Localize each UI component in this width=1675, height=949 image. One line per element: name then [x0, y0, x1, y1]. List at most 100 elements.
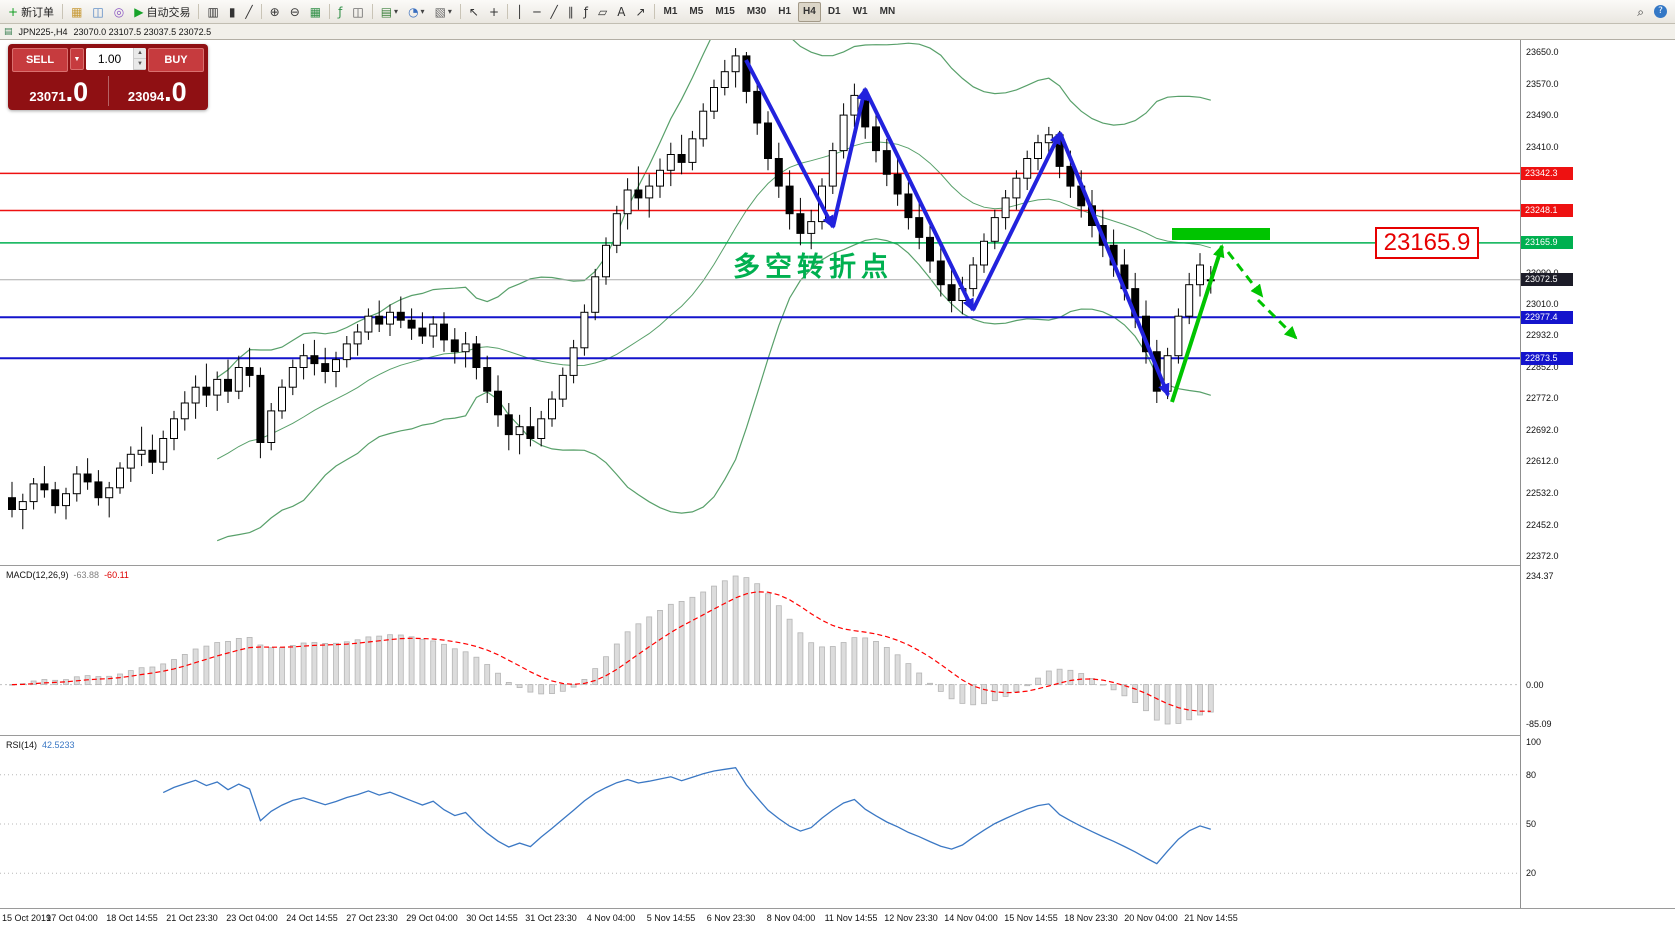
new-order-button[interactable]: + 新订单: [4, 1, 58, 23]
blue-trend-arrow[interactable]: [831, 87, 869, 228]
volume-down-button[interactable]: ▼: [134, 59, 146, 70]
price-axis[interactable]: 23650.0 23570.0 23490.0 23410.0 23090.0 23010…: [1520, 40, 1675, 928]
chart-symbol-title: JPN225-,H4: [18, 26, 68, 37]
rsi-panel[interactable]: [0, 736, 1520, 908]
template-button[interactable]: ▧ ▾: [431, 1, 456, 23]
profile-icon: ◫: [92, 4, 104, 19]
zoom-in-icon: ⊕: [269, 4, 280, 19]
time-label: 15 Nov 14:55: [1004, 913, 1058, 923]
time-label: 12 Nov 23:30: [884, 913, 938, 923]
panel-separator[interactable]: [0, 565, 1675, 566]
blue-trend-arrow[interactable]: [1058, 132, 1170, 397]
channel-button[interactable]: ∥: [564, 1, 578, 23]
line-chart-icon: ╱: [245, 4, 253, 19]
chart-ohlc-values: 23070.0 23107.5 23037.5 23072.5: [73, 26, 212, 37]
green-dashed-forecast-arrow[interactable]: [1256, 298, 1298, 340]
fibonacci-button[interactable]: ƒ: [580, 1, 592, 23]
timeframe-m30[interactable]: M30: [746, 6, 767, 17]
zoom-in-button[interactable]: ⊕: [266, 1, 284, 23]
community-button[interactable]: ◎: [110, 1, 128, 23]
shapes-button[interactable]: ▱: [594, 1, 611, 23]
timeframe-h1[interactable]: H1: [778, 6, 792, 17]
toolbar-separator: [260, 4, 262, 19]
time-label: 21 Nov 14:55: [1184, 913, 1238, 923]
sell-price-main: 23071: [29, 88, 66, 104]
main-toolbar: + 新订单 ▦ ◫ ◎ ▶ 自动交易 ▥ ▮ ╱ ⊕ ⊖ ▦ ƒ ◫ ▤ ▾ ◔ ▾ ▧ ▾ ↖ + │ ─ ╱ ∥ ƒ ▱ A ↗ M1 M5…: [0, 0, 1675, 24]
toolbar-separator: [459, 4, 461, 19]
green-bounce-arrow[interactable]: [1170, 244, 1225, 403]
macd-panel[interactable]: [0, 566, 1520, 736]
buy-button[interactable]: BUY: [148, 48, 204, 72]
timeframe-m1[interactable]: M1: [663, 6, 678, 17]
green-dashed-forecast-arrow[interactable]: [1226, 251, 1264, 298]
turning-point-annotation[interactable]: 多空转折点: [733, 251, 893, 282]
buy-price[interactable]: 23094.0: [111, 76, 205, 106]
chart-window-icon: ▤: [4, 26, 13, 37]
toolbar-separator: [62, 4, 64, 19]
macd-histogram: [9, 575, 1214, 725]
tile-windows-button[interactable]: ◫: [348, 1, 367, 23]
timeframe-w1[interactable]: W1: [852, 6, 868, 17]
help-button[interactable]: ?: [1650, 1, 1671, 23]
green-resistance-box[interactable]: [1172, 228, 1270, 240]
trendline-button[interactable]: ╱: [547, 1, 562, 23]
blue-trend-arrow[interactable]: [971, 131, 1062, 311]
charts-button[interactable]: ▦: [67, 1, 86, 23]
rsi-name: RSI(14): [6, 740, 38, 750]
sell-dropdown-button[interactable]: ▼: [70, 48, 84, 70]
price-tick: 22852.0: [1526, 361, 1559, 372]
text-icon: A: [617, 4, 626, 19]
timeframe-m15[interactable]: M15: [715, 6, 735, 17]
bar-chart-button[interactable]: ▥: [203, 1, 222, 23]
time-label: 20 Nov 04:00: [1124, 913, 1178, 923]
candle-chart-icon: ▮: [228, 4, 236, 19]
horizontal-line-icon: ─: [533, 4, 541, 19]
profile-button[interactable]: ◫: [88, 1, 107, 23]
search-button[interactable]: ⌕: [1633, 1, 1648, 23]
timeframe-h4[interactable]: H4: [798, 1, 821, 22]
price-tick: 22772.0: [1526, 393, 1559, 404]
cursor-button[interactable]: ↖: [465, 1, 483, 23]
search-icon: ⌕: [1637, 4, 1644, 19]
toolbar-separator: [329, 4, 331, 19]
candle-chart-button[interactable]: ▮: [225, 1, 240, 23]
line-chart-button[interactable]: ╱: [241, 1, 256, 23]
toolbar-separator: [198, 4, 200, 19]
vertical-line-button[interactable]: │: [512, 1, 527, 23]
timeframe-m5[interactable]: M5: [689, 6, 704, 17]
price-tick: 23650.0: [1526, 47, 1559, 57]
price-chart[interactable]: 多空转折点 23165.9: [0, 40, 1520, 566]
macd-name: MACD(12,26,9): [6, 570, 69, 580]
crosshair-button[interactable]: +: [485, 1, 503, 23]
timeframe-mn[interactable]: MN: [879, 6, 896, 17]
macd-axis-label: 0.00: [1526, 680, 1544, 690]
new-chart-icon: ▤: [380, 4, 393, 19]
arrows-button[interactable]: ↗: [631, 1, 649, 23]
blue-trend-arrow[interactable]: [863, 88, 975, 312]
arrows-icon: ↗: [635, 4, 646, 19]
time-label: 31 Oct 23:30: [525, 913, 577, 923]
macd-indicator-label: MACD(12,26,9) -63.88 -60.11: [6, 570, 129, 580]
blue-trend-arrow[interactable]: [744, 59, 835, 229]
sell-price[interactable]: 23071.0: [12, 76, 106, 106]
sell-button[interactable]: SELL: [12, 48, 68, 72]
period-button[interactable]: ◔ ▾: [404, 1, 429, 23]
volume-input[interactable]: [86, 48, 133, 70]
candles: [8, 48, 1215, 530]
new-chart-button[interactable]: ▤ ▾: [377, 1, 402, 23]
grid-button[interactable]: ▦: [306, 1, 325, 23]
indicators-button[interactable]: ƒ: [334, 1, 346, 23]
new-order-button-label: 新订单: [21, 6, 55, 19]
chart-title-bar[interactable]: ▤ JPN225-,H4 23070.0 23107.5 23037.5 230…: [0, 24, 1675, 40]
autotrade-button[interactable]: ▶ 自动交易: [130, 1, 194, 23]
macd-axis-label: -85.09: [1526, 719, 1552, 729]
zoom-out-button[interactable]: ⊖: [286, 1, 304, 23]
text-button[interactable]: A: [613, 1, 629, 23]
template-icon: ▧: [434, 4, 446, 19]
horizontal-line-button[interactable]: ─: [529, 1, 544, 23]
timeframe-d1[interactable]: D1: [827, 6, 841, 17]
time-axis[interactable]: 15 Oct 2019 17 Oct 04:00 18 Oct 14:55 21 Oc…: [0, 908, 1675, 929]
volume-up-button[interactable]: ▲: [134, 48, 146, 59]
panel-separator[interactable]: [0, 735, 1675, 736]
price-callout-box[interactable]: [1375, 227, 1479, 259]
